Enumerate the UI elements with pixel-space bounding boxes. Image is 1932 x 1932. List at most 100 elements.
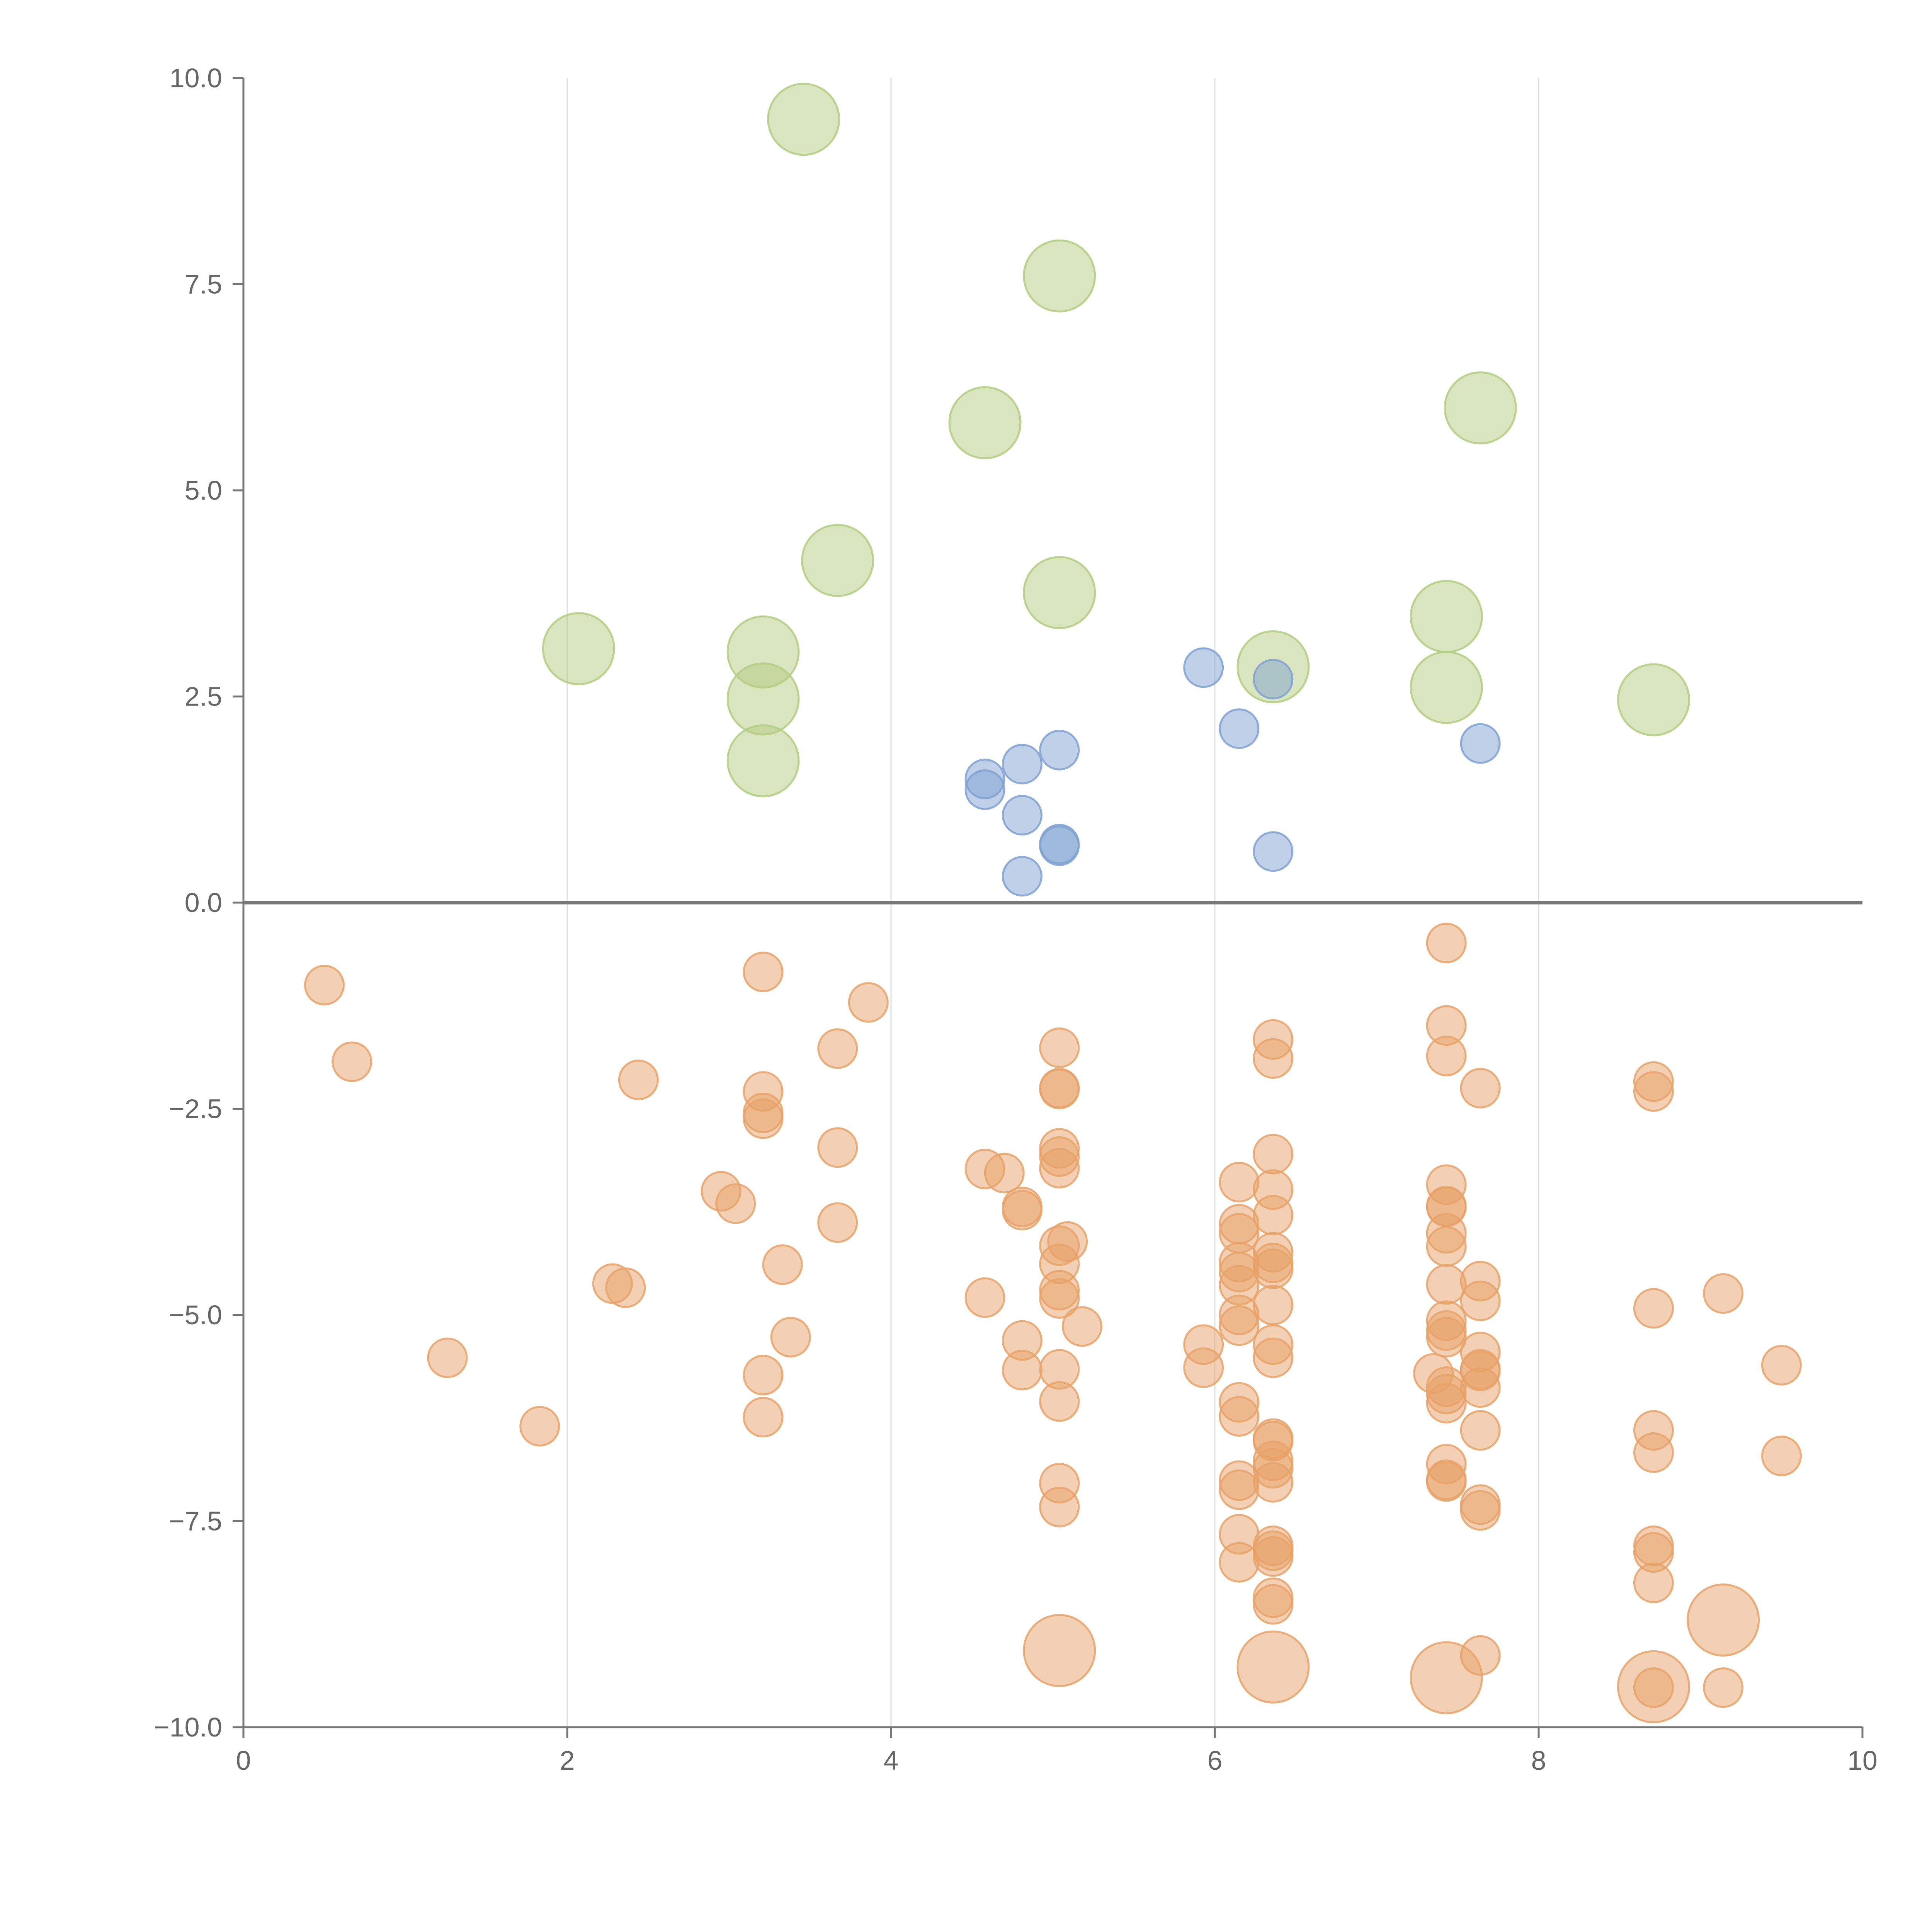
data-point: [1253, 1337, 1294, 1378]
x-tick-label: 2: [560, 1745, 575, 1776]
data-point: [1023, 556, 1096, 629]
data-point: [1426, 1317, 1467, 1358]
data-point: [964, 1277, 1005, 1318]
data-point: [1410, 1641, 1483, 1714]
data-point: [1219, 1469, 1260, 1510]
data-point: [743, 1098, 784, 1139]
data-point: [1039, 825, 1080, 866]
data-point: [1410, 580, 1483, 653]
data-point: [1426, 1383, 1467, 1423]
data-point: [1219, 1305, 1260, 1346]
data-point: [1002, 856, 1043, 897]
data-point: [1039, 1381, 1080, 1422]
data-point: [726, 724, 800, 798]
data-point: [542, 612, 615, 685]
data-point: [1236, 1630, 1310, 1704]
data-point: [1039, 1068, 1080, 1109]
data-point: [1039, 1027, 1080, 1068]
tick-labels: 0 2 4 6 8 10 10.0 7.5 5.0 2.5 0.0 −2.5 −5.0 −7.5 −10.0: [154, 63, 1878, 1776]
data-point: [1703, 1667, 1744, 1708]
data-point: [1253, 1584, 1294, 1625]
data-point: [1460, 1281, 1501, 1321]
data-point: [1253, 1195, 1294, 1236]
y-tick-label: −10.0: [154, 1712, 222, 1742]
data-point: [1039, 1148, 1080, 1189]
data-point: [743, 1355, 784, 1396]
data-point: [801, 524, 874, 597]
data-point: [1023, 1614, 1096, 1687]
data-point: [767, 83, 840, 156]
data-point: [817, 1028, 858, 1069]
data-point: [1253, 1134, 1294, 1175]
data-point: [1617, 663, 1690, 736]
data-point: [817, 1127, 858, 1168]
y-tick-label: 10.0: [170, 63, 222, 93]
data-point: [1460, 1490, 1501, 1531]
x-tick-label: 10: [1847, 1745, 1878, 1776]
data-point: [1633, 1071, 1674, 1112]
data-point: [1617, 1650, 1690, 1723]
data-point: [1253, 1284, 1294, 1325]
data-point: [1410, 651, 1483, 724]
data-point: [1253, 831, 1294, 872]
data-point: [618, 1060, 659, 1100]
data-point: [1426, 923, 1467, 964]
data-point: [427, 1337, 468, 1378]
data-point: [1703, 1273, 1744, 1314]
data-point: [1061, 1306, 1102, 1347]
data-point: [1253, 1038, 1294, 1079]
data-point: [1002, 743, 1043, 784]
data-point: [1183, 647, 1224, 688]
data-point: [1426, 1264, 1467, 1305]
y-tick-label: 5.0: [185, 475, 222, 505]
data-point: [770, 1317, 811, 1358]
data-point: [1253, 659, 1294, 700]
data-point: [1761, 1435, 1802, 1476]
data-point: [1460, 723, 1501, 764]
data-point: [1253, 1462, 1294, 1503]
data-point: [948, 386, 1022, 459]
y-tick-label: 0.0: [185, 888, 222, 918]
data-point: [1183, 1347, 1224, 1388]
data-point: [726, 662, 800, 736]
data-point: [1023, 239, 1096, 313]
data-point: [848, 982, 889, 1023]
data-point: [984, 1153, 1025, 1194]
x-tick-label: 8: [1531, 1745, 1546, 1776]
data-point: [1219, 708, 1260, 749]
data-point: [743, 951, 784, 992]
axes: [233, 77, 1864, 1738]
data-point: [1219, 1162, 1260, 1202]
data-point: [1761, 1345, 1802, 1386]
data-points: [304, 83, 1802, 1723]
data-point: [762, 1244, 803, 1285]
y-tick-label: −7.5: [169, 1506, 222, 1536]
data-point: [1460, 1367, 1501, 1408]
data-point: [1047, 1221, 1088, 1262]
data-point: [1039, 730, 1080, 770]
data-point: [1426, 1226, 1467, 1267]
x-tick-label: 6: [1208, 1745, 1223, 1776]
data-point: [1460, 1068, 1501, 1109]
data-point: [1633, 1432, 1674, 1473]
data-point: [304, 964, 345, 1005]
data-point: [1633, 1288, 1674, 1329]
data-point: [1219, 1542, 1260, 1583]
y-tick-label: −2.5: [169, 1094, 222, 1124]
data-point: [332, 1041, 372, 1082]
data-point: [1002, 1350, 1043, 1391]
x-tick-label: 0: [236, 1745, 251, 1776]
data-point: [715, 1183, 756, 1224]
data-point: [1253, 1248, 1294, 1289]
data-point: [743, 1397, 784, 1438]
data-point: [817, 1202, 858, 1243]
data-point: [1444, 371, 1517, 445]
data-point: [1039, 1486, 1080, 1527]
data-point: [1253, 1536, 1294, 1577]
data-point: [1426, 1461, 1467, 1502]
data-point: [519, 1406, 560, 1447]
data-point: [1633, 1563, 1674, 1604]
data-point: [1460, 1410, 1501, 1451]
data-point: [1219, 1396, 1260, 1437]
